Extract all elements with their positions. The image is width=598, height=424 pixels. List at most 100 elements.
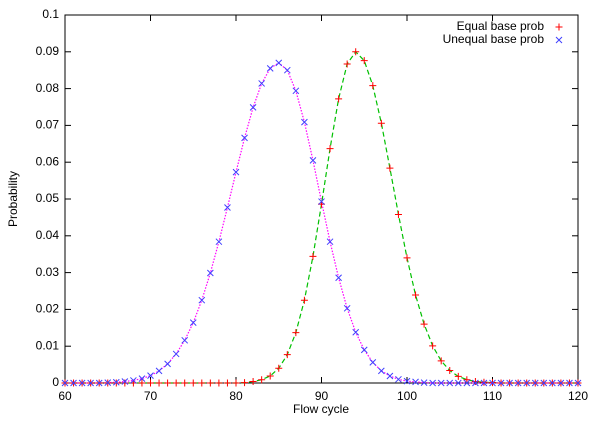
- point: [309, 157, 317, 164]
- point: [377, 119, 385, 127]
- x-tick-label: 110: [483, 389, 502, 403]
- point: [446, 379, 454, 387]
- point: [164, 360, 171, 368]
- y-tick-label: 0.02: [36, 302, 60, 316]
- point: [420, 320, 428, 328]
- point: [104, 379, 112, 386]
- point: [523, 379, 531, 387]
- point: [172, 350, 180, 358]
- legend-marker: [555, 36, 563, 44]
- point: [78, 379, 86, 387]
- point: [300, 296, 308, 304]
- point: [506, 379, 513, 387]
- x-tick-label: 90: [315, 389, 329, 403]
- y-tick-label: 0.03: [36, 265, 60, 279]
- y-tick-label: 0.08: [36, 81, 60, 95]
- point: [147, 379, 154, 387]
- point: [394, 210, 402, 218]
- point: [189, 319, 197, 327]
- point: [164, 379, 172, 387]
- point: [155, 379, 163, 387]
- point: [198, 379, 206, 387]
- point: [352, 328, 360, 336]
- y-tick-label: 0.01: [36, 338, 60, 352]
- y-axis-label: Probability: [6, 171, 20, 227]
- x-tick-label: 80: [229, 389, 243, 403]
- point: [437, 357, 445, 365]
- legend-label: Unequal base prob: [443, 32, 545, 46]
- point: [335, 95, 343, 103]
- point: [480, 379, 488, 387]
- point: [454, 372, 462, 380]
- point: [87, 379, 95, 387]
- y-tick-label: 0.07: [36, 118, 60, 132]
- point: [121, 379, 129, 387]
- point: [386, 372, 394, 380]
- point: [420, 379, 428, 386]
- point: [531, 379, 539, 387]
- point: [463, 379, 471, 387]
- x-tick-label: 70: [144, 389, 158, 403]
- point: [215, 238, 223, 246]
- point: [283, 66, 291, 74]
- point: [489, 379, 496, 387]
- point: [232, 379, 240, 387]
- point: [412, 378, 419, 386]
- point: [241, 134, 248, 142]
- x-tick-label: 60: [58, 389, 72, 403]
- point: [343, 304, 351, 312]
- point: [566, 379, 573, 387]
- point: [471, 378, 479, 386]
- point: [309, 252, 317, 260]
- point: [275, 364, 283, 372]
- point: [395, 375, 402, 383]
- point: [70, 379, 77, 387]
- x-tick-label: 100: [397, 389, 417, 403]
- legend-marker: [555, 23, 563, 31]
- point: [181, 336, 189, 344]
- point: [369, 359, 377, 366]
- point: [138, 379, 146, 387]
- point: [112, 378, 120, 386]
- point: [61, 379, 69, 387]
- point: [206, 269, 214, 277]
- y-tick-label: 0: [52, 375, 59, 389]
- point: [514, 379, 522, 387]
- point: [446, 366, 454, 374]
- point: [369, 82, 377, 90]
- point: [223, 379, 231, 387]
- point: [275, 59, 283, 67]
- point: [95, 379, 103, 387]
- y-tick-label: 0.1: [42, 7, 59, 21]
- point: [326, 145, 334, 153]
- point: [249, 104, 257, 111]
- point: [138, 375, 146, 382]
- point: [112, 379, 120, 387]
- point: [412, 291, 420, 299]
- point: [249, 378, 257, 386]
- y-tick-label: 0.04: [36, 228, 60, 242]
- point: [360, 57, 368, 65]
- point: [215, 379, 223, 387]
- point: [437, 379, 445, 387]
- point: [292, 87, 300, 95]
- point: [283, 351, 291, 359]
- point: [480, 378, 488, 386]
- point: [463, 376, 471, 384]
- fit-line: [65, 50, 578, 384]
- point: [155, 367, 163, 375]
- point: [172, 379, 180, 387]
- fit-line: [65, 62, 578, 384]
- point: [258, 376, 266, 384]
- point: [130, 377, 137, 384]
- point: [377, 367, 385, 375]
- point: [206, 379, 214, 387]
- point: [540, 379, 548, 387]
- point: [318, 198, 325, 205]
- y-tick-label: 0.05: [36, 191, 60, 205]
- point: [403, 254, 411, 262]
- point: [429, 342, 437, 350]
- point: [147, 372, 154, 379]
- x-axis-label: Flow cycle: [293, 402, 349, 416]
